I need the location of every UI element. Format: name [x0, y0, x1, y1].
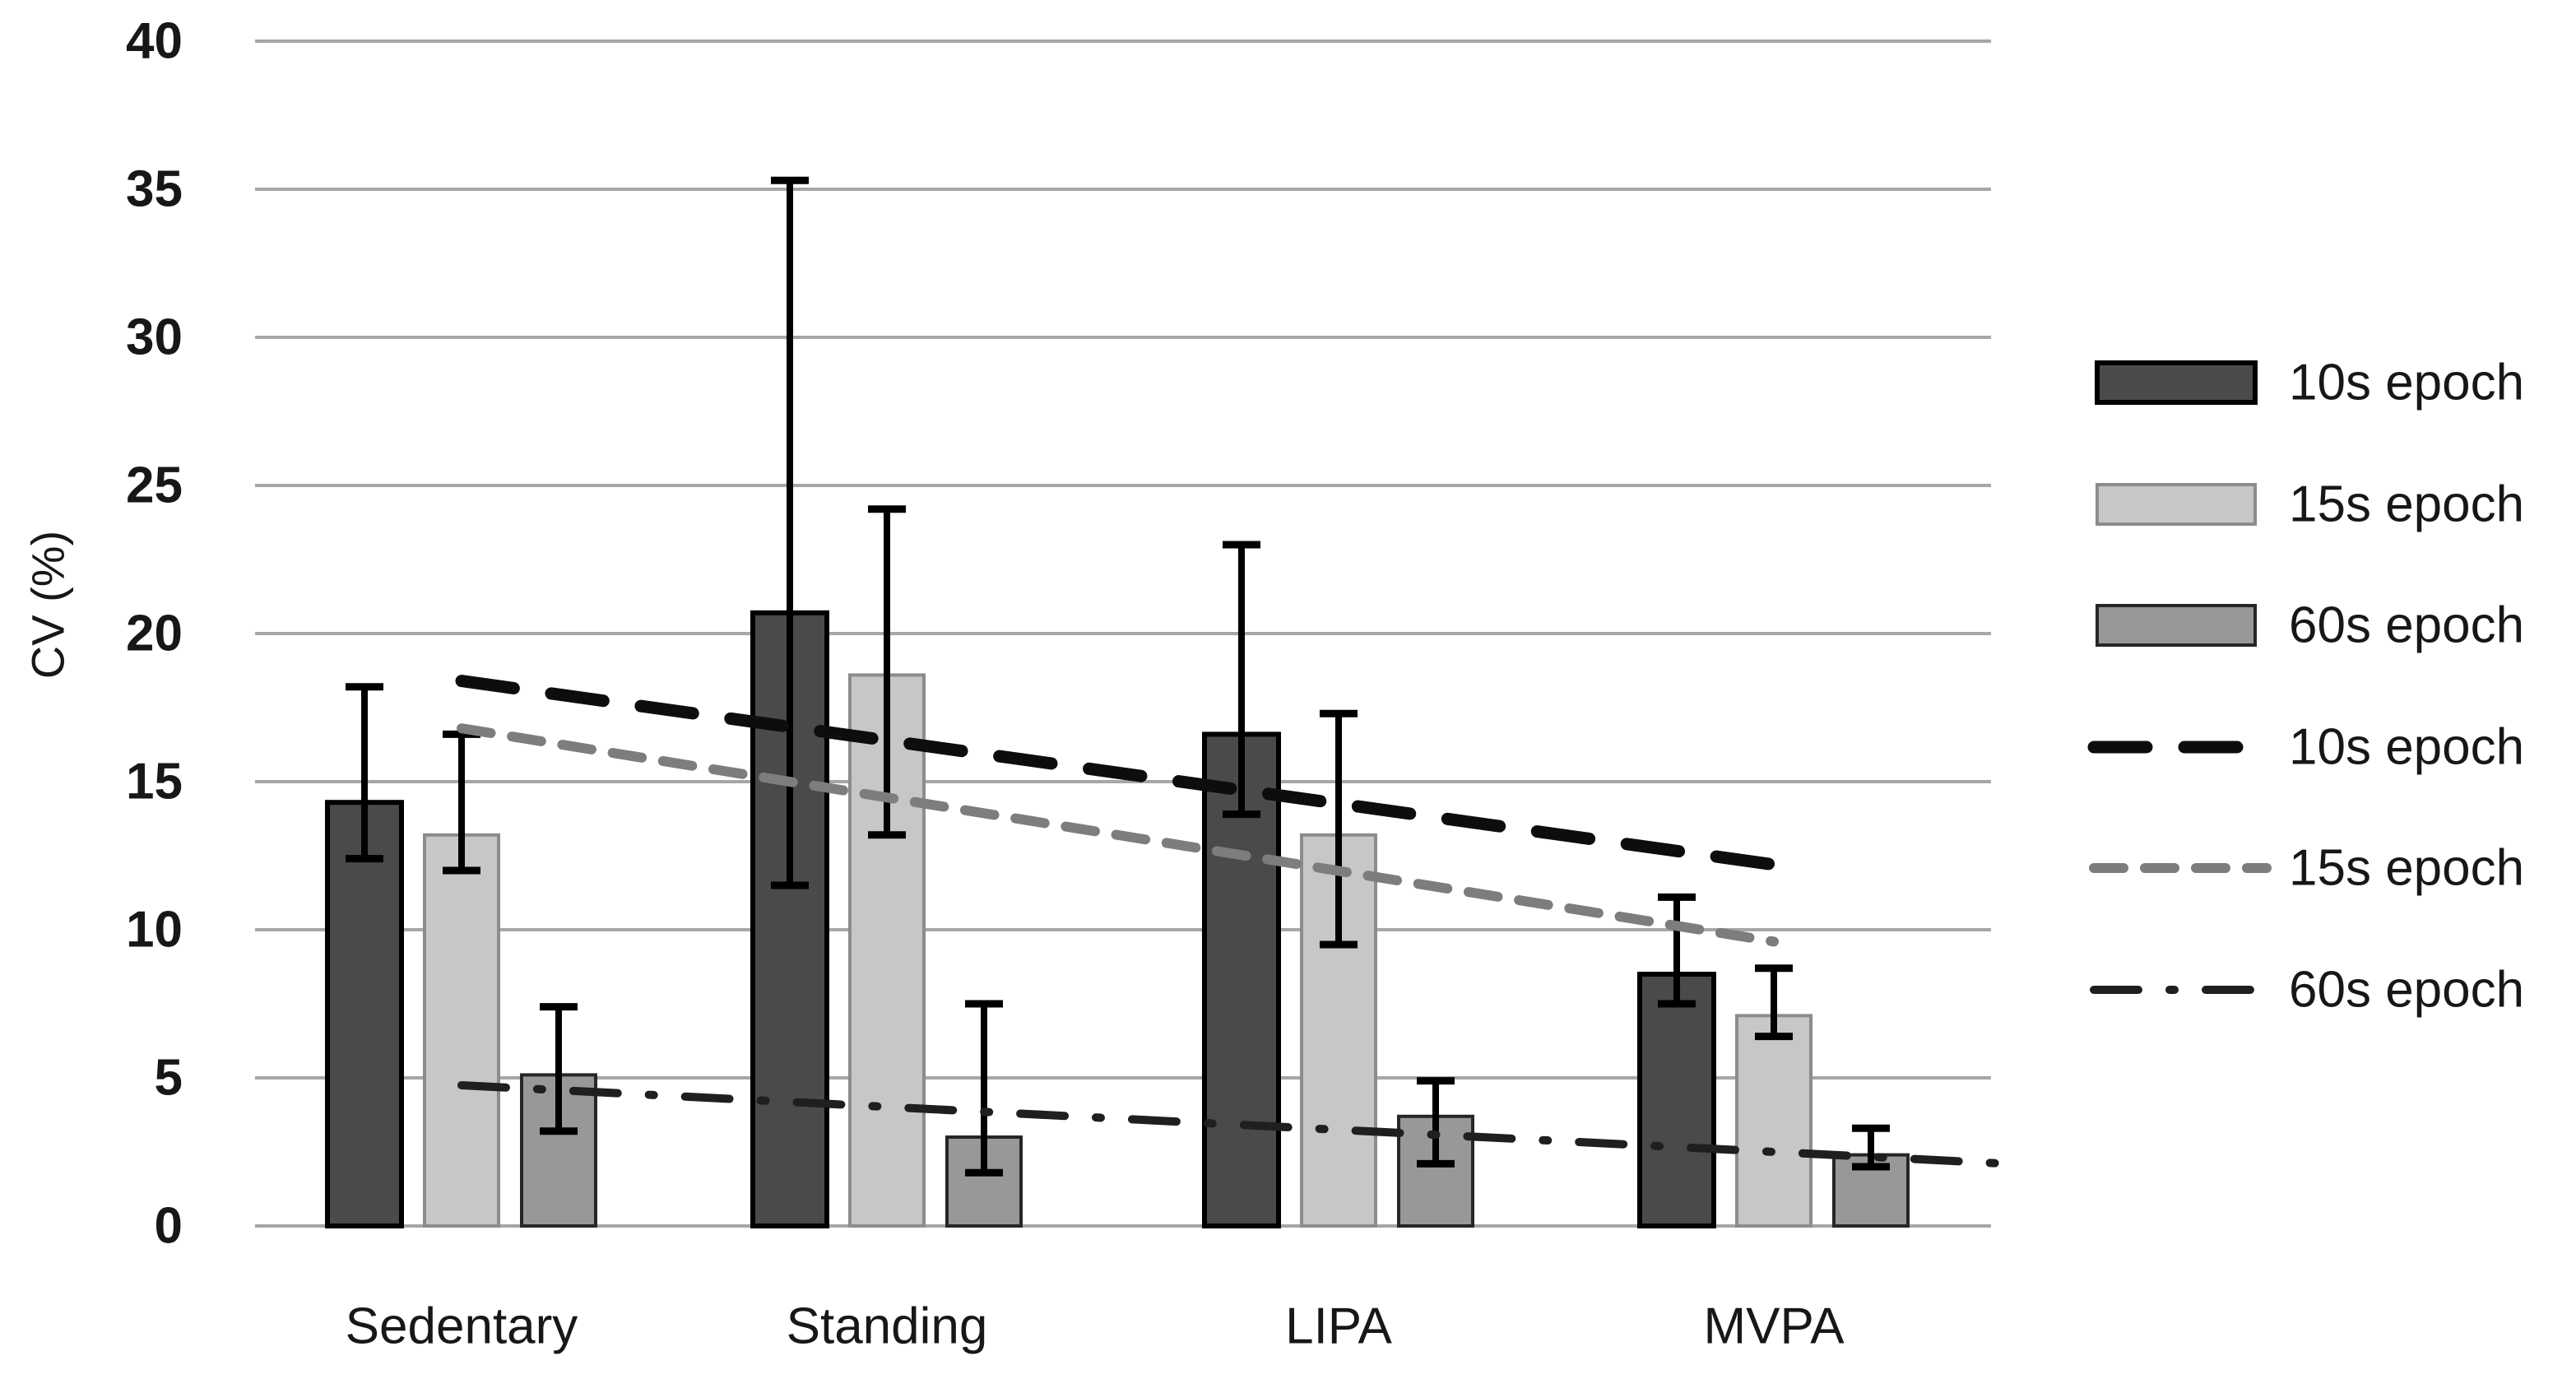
- y-axis-tick-label: 15: [126, 754, 183, 810]
- y-axis-title: CV (%): [22, 531, 74, 679]
- legend-swatch-bar-10s-epoch: [2095, 360, 2258, 405]
- y-axis-tick-label: 20: [126, 606, 183, 662]
- legend-label: 10s epoch: [2289, 355, 2524, 411]
- bar-15s-epoch-sedentary: [423, 833, 500, 1228]
- legend-swatch-bar-15s-epoch: [2096, 483, 2257, 526]
- legend-label: 60s epoch: [2289, 962, 2524, 1019]
- x-axis-label-sedentary: Sedentary: [346, 1298, 578, 1355]
- y-axis-tick-label: 5: [155, 1050, 183, 1107]
- trendline-60s-epoch: [457, 1081, 2003, 1168]
- bar-10s-epoch-sedentary: [325, 800, 404, 1228]
- y-axis-tick-label: 40: [126, 13, 183, 70]
- legend-label: 15s epoch: [2289, 476, 2524, 533]
- y-axis-tick-label: 10: [126, 902, 183, 959]
- legend-label: 60s epoch: [2289, 597, 2524, 654]
- legend-label: 10s epoch: [2289, 719, 2524, 776]
- legend-label: 15s epoch: [2289, 840, 2524, 897]
- y-axis-tick-label: 30: [126, 309, 183, 366]
- bar-15s-epoch-mvpa: [1735, 1014, 1812, 1228]
- y-axis-tick-label: 0: [155, 1198, 183, 1255]
- x-axis-label-lipa: LIPA: [1285, 1298, 1392, 1355]
- bar-10s-epoch-mvpa: [1637, 972, 1716, 1228]
- x-axis-label-mvpa: MVPA: [1703, 1298, 1845, 1355]
- trendline-15s-epoch: [457, 723, 1779, 947]
- x-axis-label-standing: Standing: [787, 1298, 988, 1355]
- y-axis-tick-label: 35: [126, 161, 183, 218]
- y-axis-tick-label: 25: [126, 457, 183, 514]
- trendline-10s-epoch: [455, 675, 1780, 871]
- legend-swatch-bar-60s-epoch: [2096, 604, 2257, 647]
